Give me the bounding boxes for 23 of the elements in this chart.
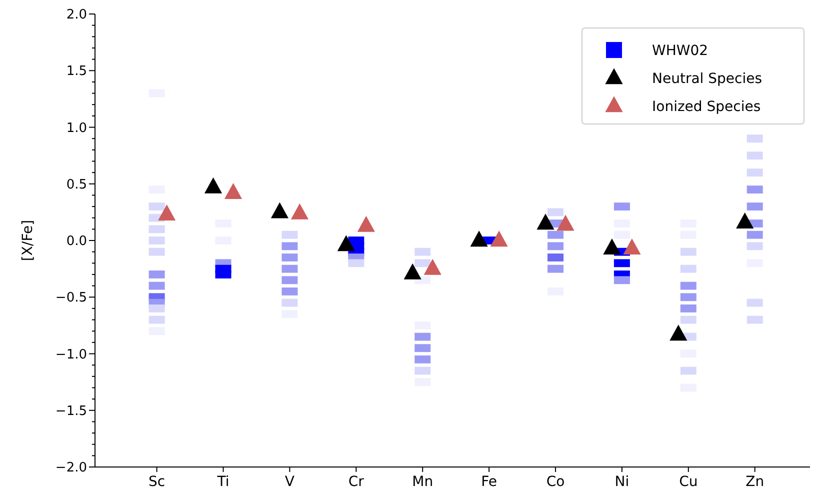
y-tick-label: 0.5 xyxy=(66,177,87,192)
y-tick-label: 1.0 xyxy=(66,120,87,136)
y-tick-label: −1.0 xyxy=(55,347,87,362)
x-tick-label: Ti xyxy=(216,474,230,490)
x-tick-label: Fe xyxy=(481,474,497,490)
x-tick-label: Zn xyxy=(746,474,764,490)
x-tick-label: V xyxy=(284,474,295,490)
y-tick-label: −2.0 xyxy=(55,460,87,476)
legend-label: Ionized Species xyxy=(652,98,761,115)
y-tick-label: 1.5 xyxy=(66,64,87,80)
y-tick-label: −0.5 xyxy=(55,290,87,306)
x-tick-label: Mn xyxy=(412,474,434,490)
x-tick-label: Ni xyxy=(614,474,630,490)
legend-label: WHW02 xyxy=(652,42,708,59)
y-tick-label: 0.0 xyxy=(66,234,87,250)
x-tick-label: Cu xyxy=(679,474,698,490)
legend-label: Neutral Species xyxy=(652,70,762,87)
x-tick-label: Cr xyxy=(348,474,364,490)
y-tick-label: 2.0 xyxy=(66,8,87,23)
y-tick-label: −1.5 xyxy=(55,404,87,419)
y-axis-title: [X/Fe] xyxy=(20,220,36,262)
x-tick-label: Co xyxy=(546,474,565,490)
x-tick-label: Sc xyxy=(148,474,166,490)
